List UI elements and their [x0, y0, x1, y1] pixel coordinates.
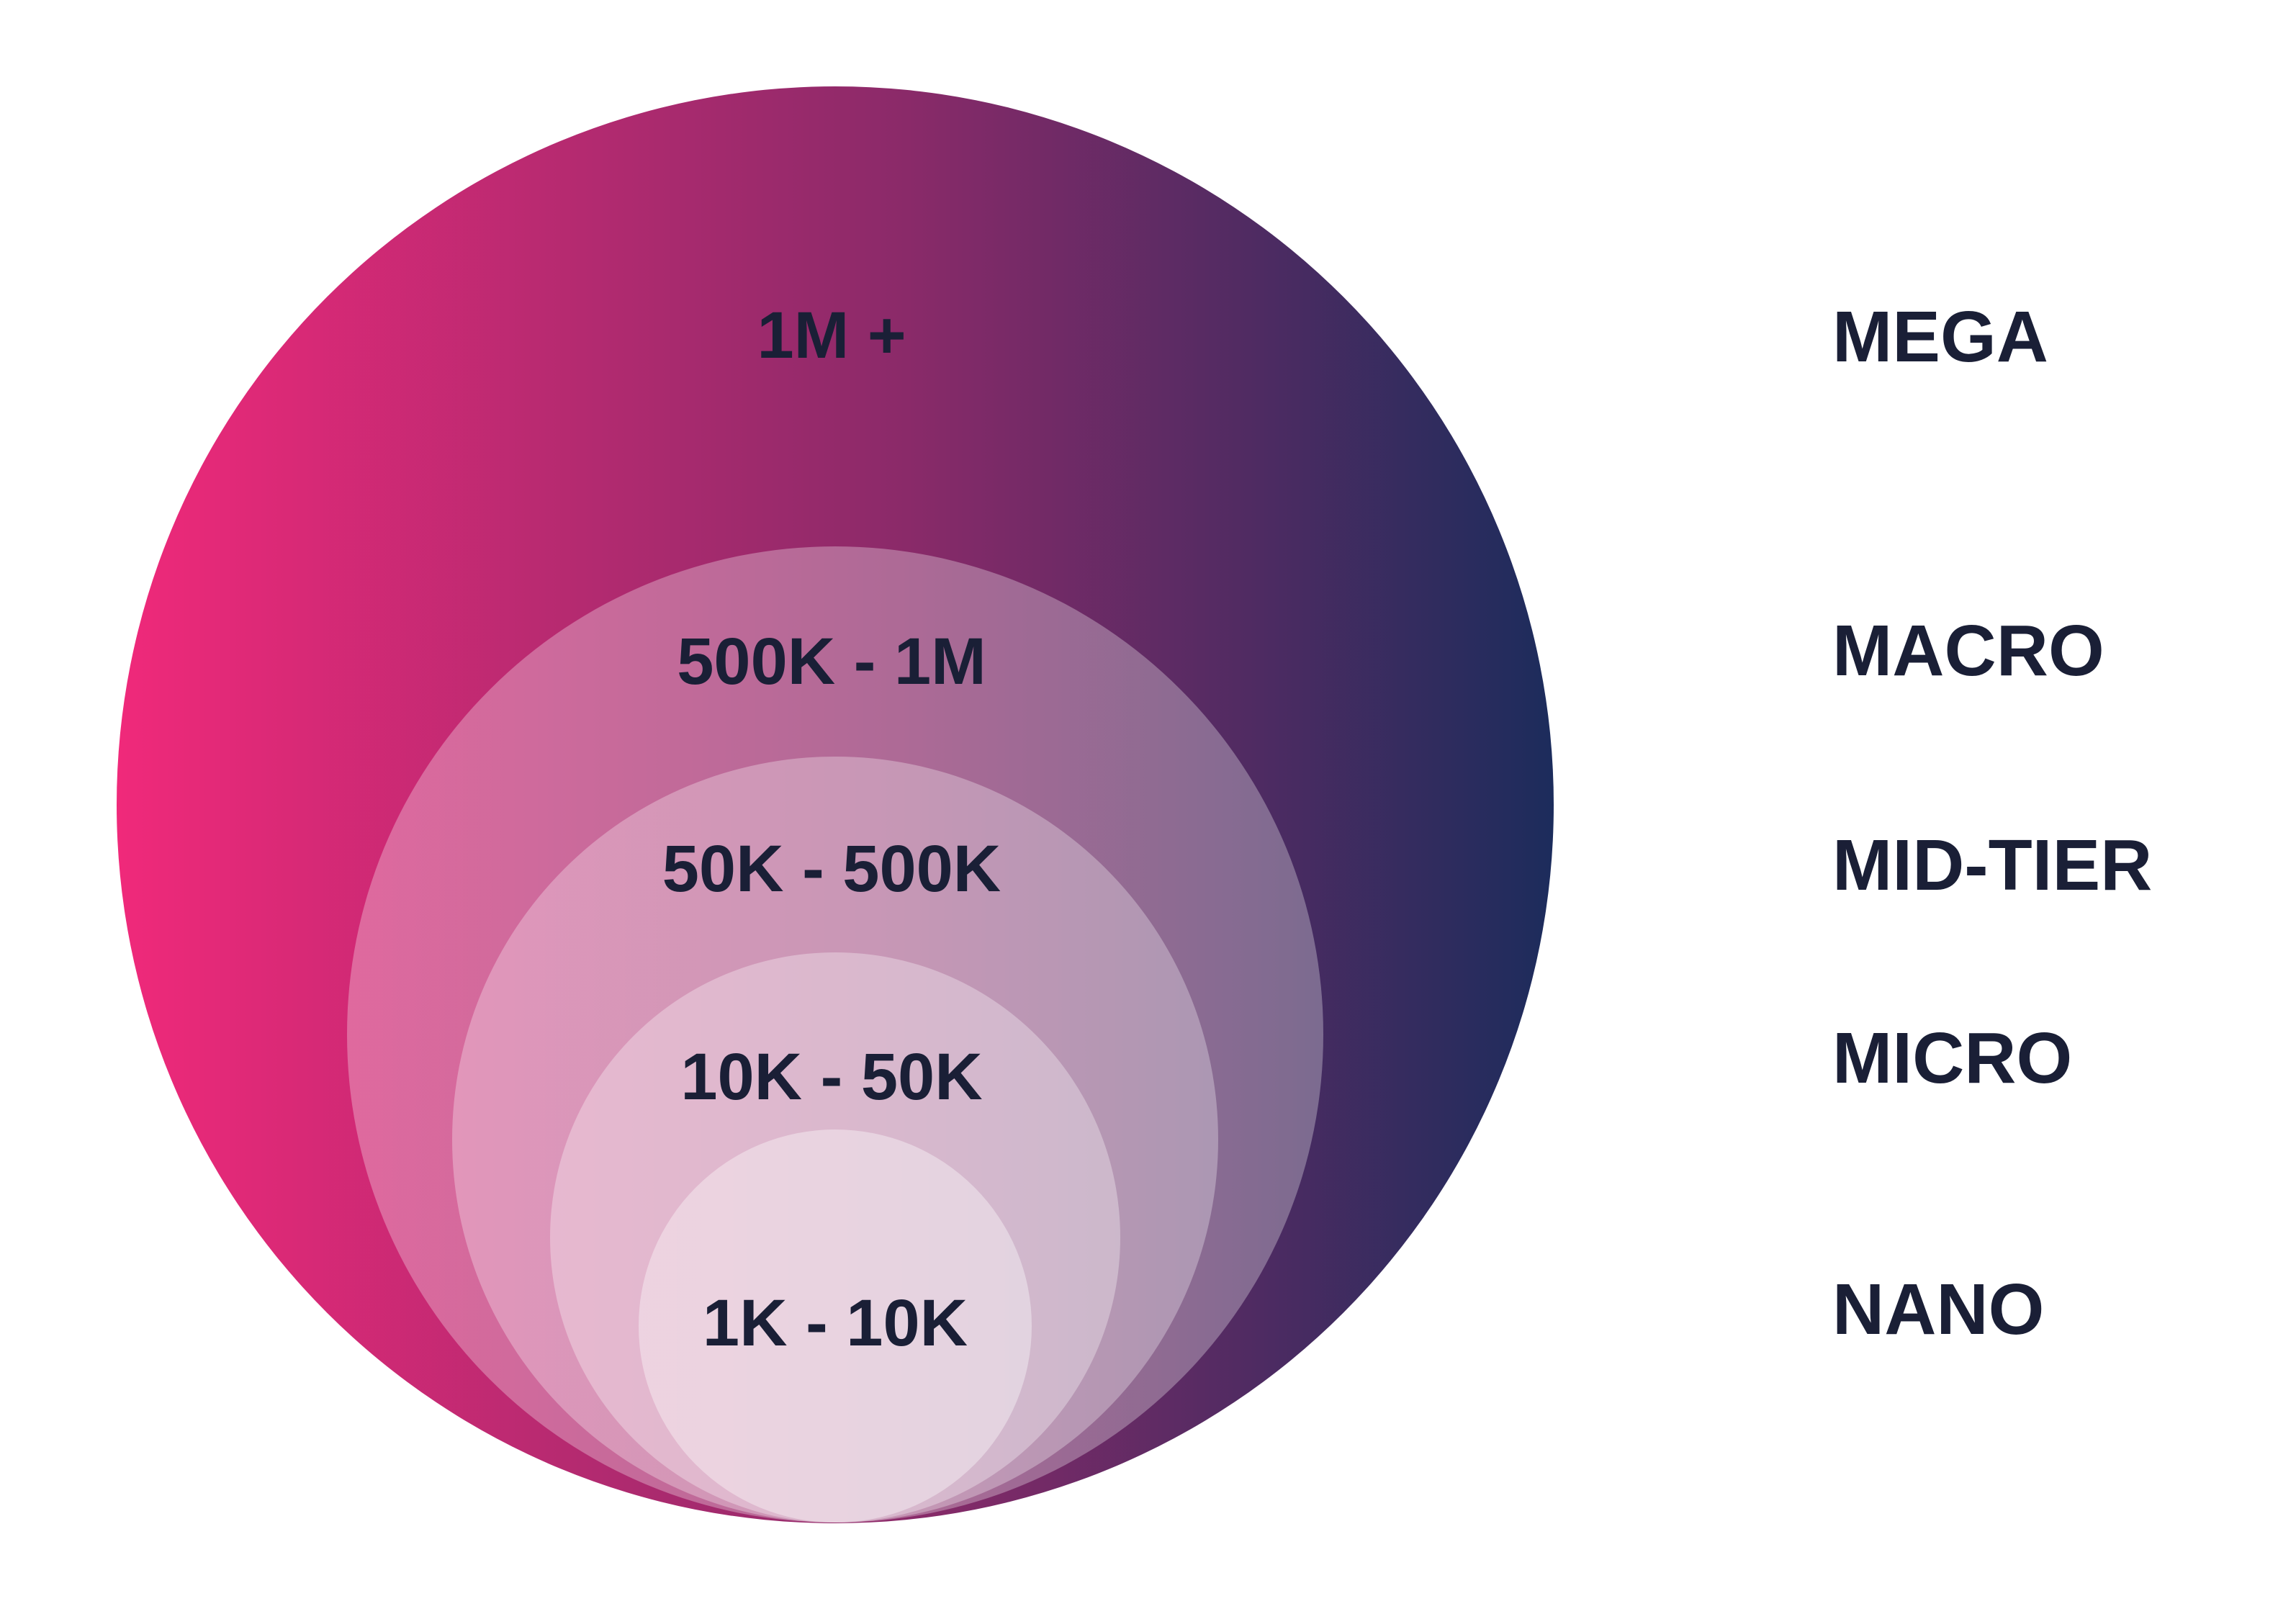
circle-macro [347, 546, 1323, 1523]
tier-label-nano: NANO [1832, 1269, 2044, 1350]
tier-label-macro: MACRO [1832, 610, 2104, 691]
tier-label-mid-tier: MID-TIER [1832, 825, 2152, 906]
circle-nano [639, 1129, 1032, 1523]
circle-micro [550, 952, 1120, 1523]
circle-mid-tier [452, 757, 1218, 1523]
range-label-macro: 500K - 1M [677, 625, 986, 698]
range-label-nano: 1K - 10K [703, 1286, 968, 1360]
range-label-micro: 10K - 50K [680, 1040, 982, 1114]
circle-mega [117, 86, 1554, 1523]
tier-label-micro: MICRO [1832, 1018, 2072, 1099]
range-label-mid-tier: 50K - 500K [662, 832, 1001, 906]
tier-label-mega: MEGA [1832, 297, 2048, 377]
range-label-mega: 1M + [757, 299, 906, 372]
